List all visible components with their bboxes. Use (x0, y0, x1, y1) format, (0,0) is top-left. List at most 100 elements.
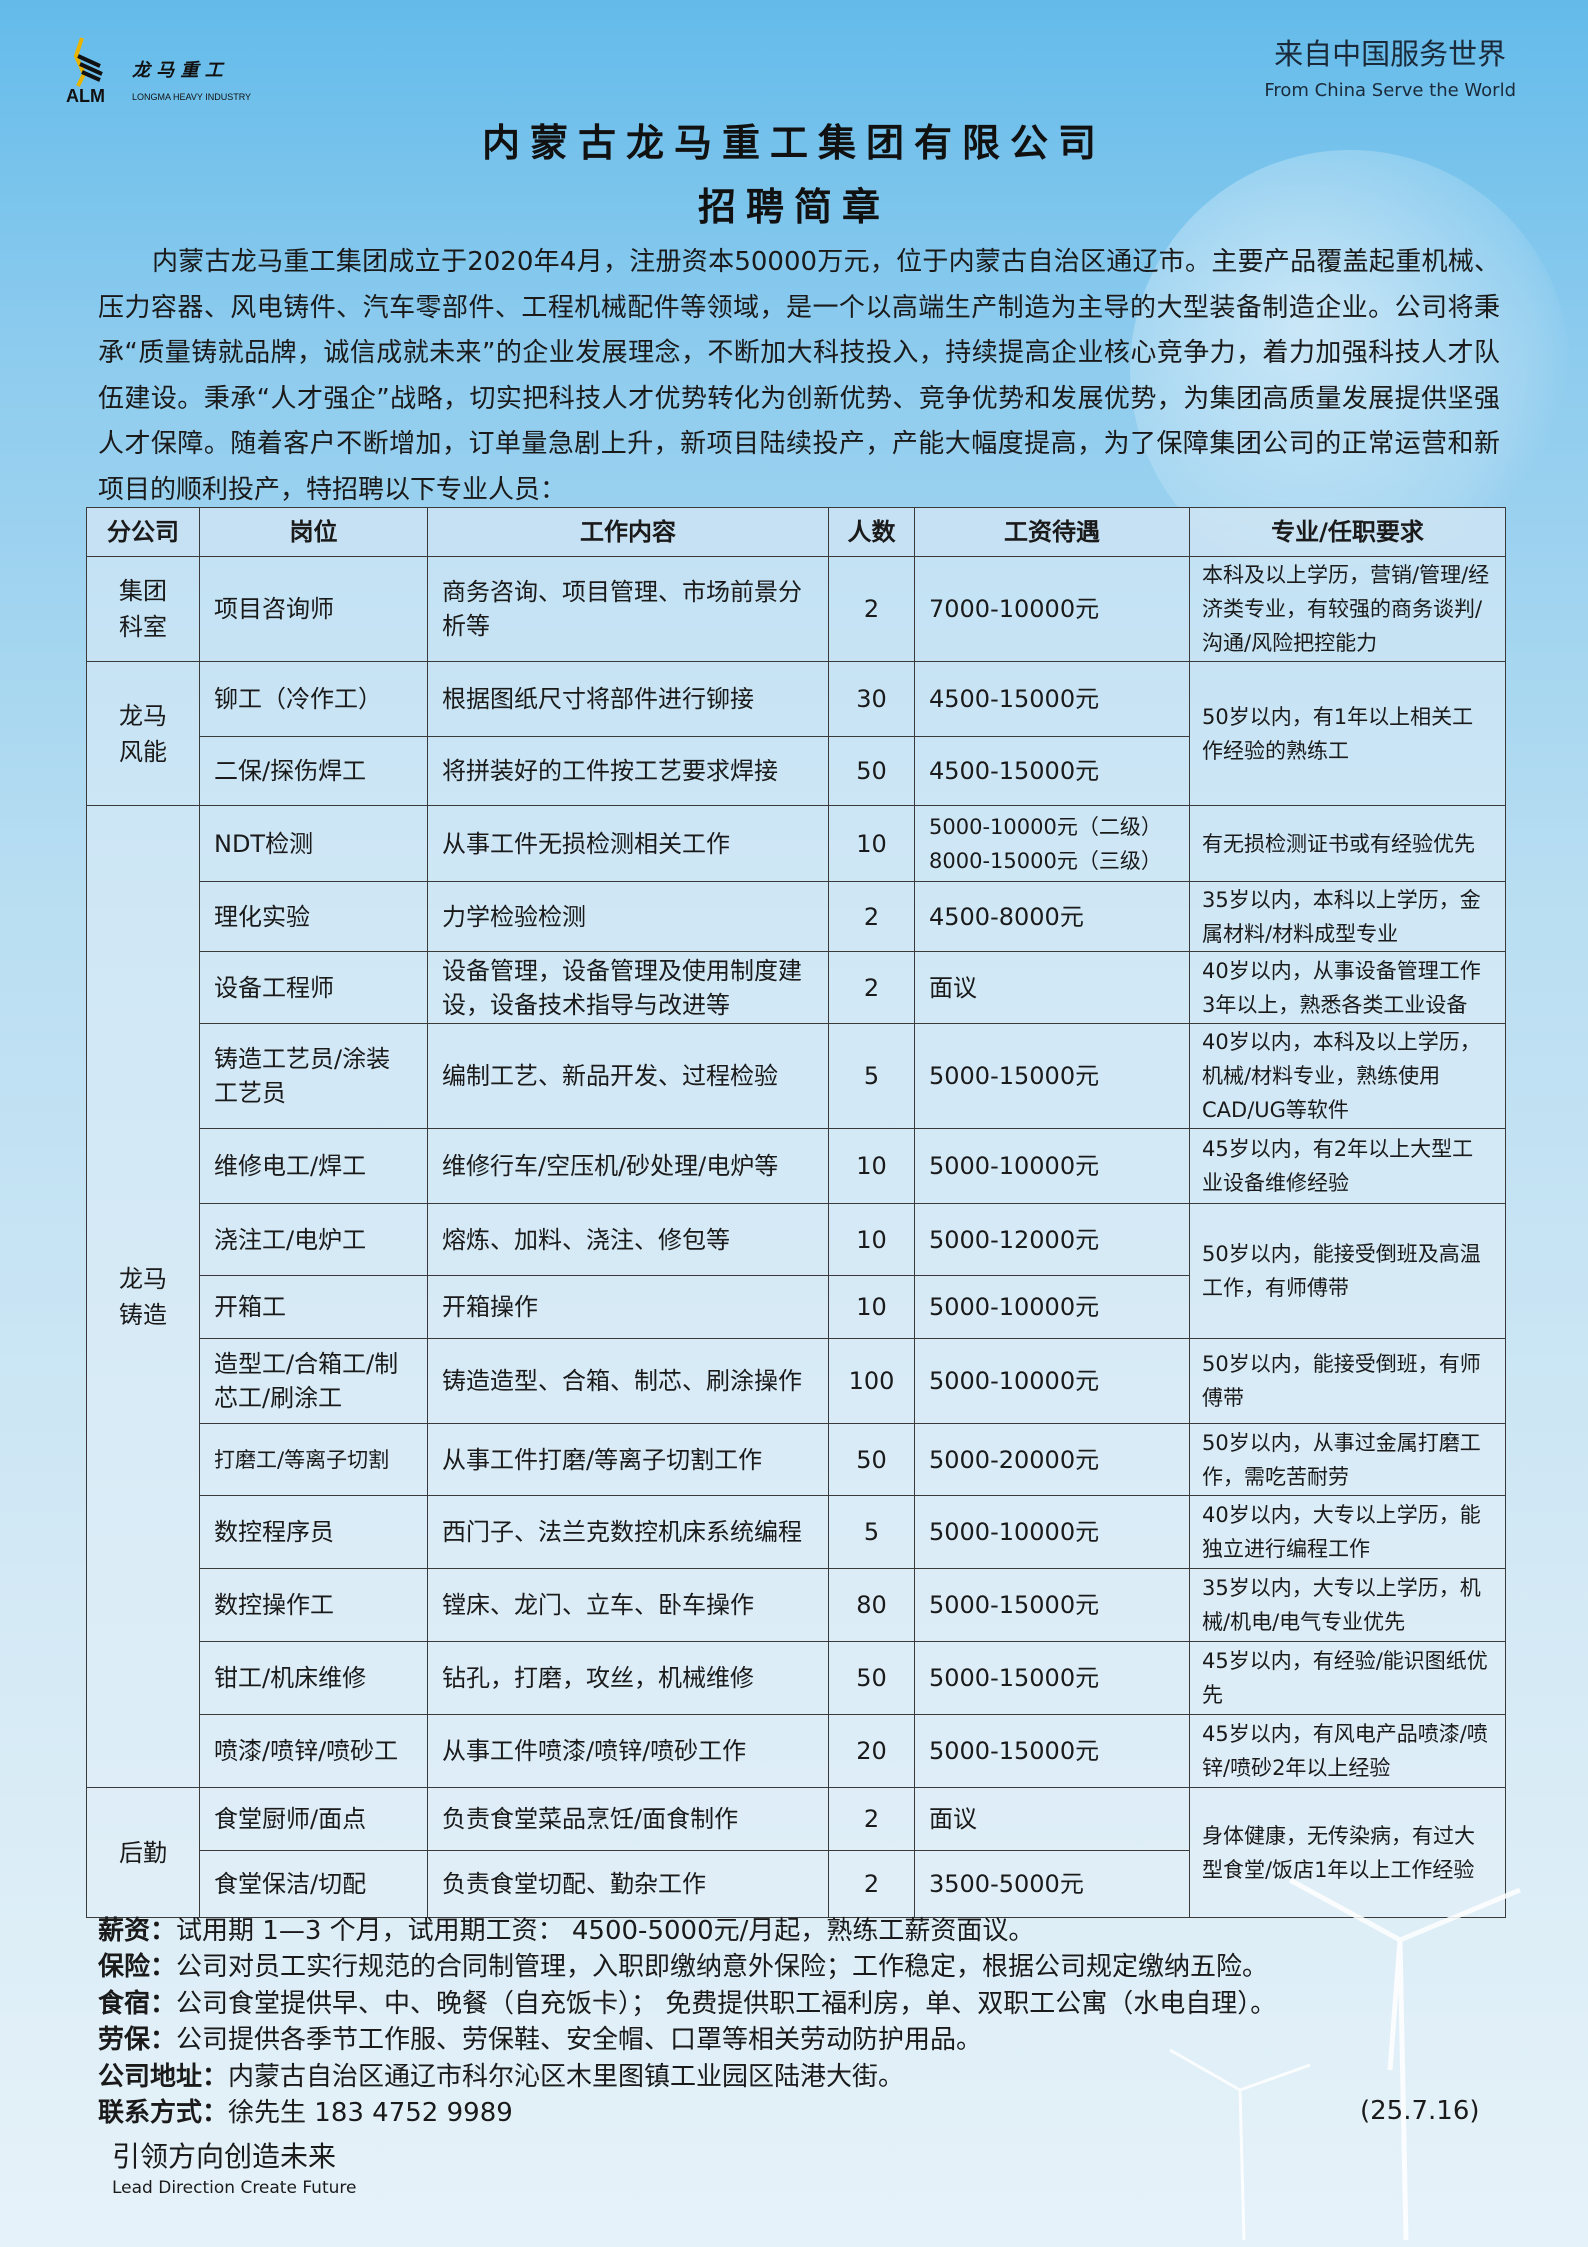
slogan-cn: 来自中国服务世界 (1274, 37, 1507, 71)
requirement-cell: 50岁以内，从事过金属打磨工作，需吃苦耐劳 (1189, 1423, 1506, 1496)
position-cell: 食堂厨师/面点 (199, 1787, 428, 1851)
branch-cell: 集团科室 (86, 556, 200, 662)
svg-text:LONGMA HEAVY INDUSTRY: LONGMA HEAVY INDUSTRY (132, 92, 251, 102)
content-cell: 负责食堂菜品烹饪/面食制作 (427, 1787, 829, 1851)
count-cell: 50 (828, 1423, 915, 1496)
salary-cell: 5000-10000元 (914, 1128, 1190, 1204)
salary-line: 5000-10000元（二级） (929, 814, 1162, 839)
table-row: 开箱工 开箱操作 10 5000-10000元 (87, 1275, 1506, 1339)
count-cell: 80 (828, 1568, 915, 1642)
salary-cell: 5000-15000元 (914, 1641, 1190, 1715)
table-row: 理化实验 力学检验检测 2 4500-8000元 35岁以内，本科以上学历，金属材料/材… (87, 881, 1506, 952)
benefit-line: 联系方式：徐先生 183 4752 9989 (98, 2095, 1276, 2131)
content-cell: 负责食堂切配、勤杂工作 (427, 1850, 829, 1918)
requirement-cell: 35岁以内，大专以上学历，机械/机电/电气专业优先 (1189, 1568, 1506, 1642)
count-cell: 5 (828, 1023, 915, 1129)
content-cell: 铸造造型、合箱、制芯、刷涂操作 (427, 1338, 829, 1424)
table-row: 龙马铸造 NDT检测 从事工件无损检测相关工作 10 5000-10000元（二级） 80… (86, 805, 1506, 1788)
content-cell: 西门子、法兰克数控机床系统编程 (427, 1495, 829, 1569)
table-row: 钳工/机床维修 钻孔，打磨，攻丝，机械维修 50 5000-15000元 45岁以内，有… (87, 1641, 1506, 1715)
benefit-text: 徐先生 183 4752 9989 (228, 2098, 513, 2129)
table-row: 铸造工艺员/涂装工艺员 编制工艺、新品开发、过程检验 5 5000-15000元 40岁… (87, 1023, 1506, 1129)
page-title: 内蒙古龙马重工集团有限公司 (481, 121, 1106, 165)
count-cell: 2 (828, 951, 915, 1024)
intro-paragraph: 内蒙古龙马重工集团成立于2020年4月，注册资本50000万元，位于内蒙古自治区… (98, 247, 1500, 505)
benefit-text: 内蒙古自治区通辽市科尔沁区木里图镇工业园区陆港大街。 (228, 2061, 905, 2092)
table-row: 维修电工/焊工 维修行车/空压机/砂处理/电炉等 10 5000-10000元 45岁以… (87, 1128, 1506, 1204)
benefit-line: 薪资：试用期 1—3 个月，试用期工资： 4500-5000元/月起，熟练工薪资… (98, 1913, 1276, 1949)
benefit-label: 食宿： (98, 1988, 177, 2019)
svg-text:龙 马 重 工: 龙 马 重 工 (132, 60, 225, 81)
salary-cell: 面议 (914, 951, 1190, 1024)
benefit-label: 薪资： (98, 1916, 177, 1946)
position-cell: 打磨工/等离子切割 (199, 1423, 428, 1496)
table-row: 集团科室 项目咨询师 商务咨询、项目管理、市场前景分析等 2 7000-10000元 本科… (86, 556, 1506, 662)
count-cell: 10 (828, 1203, 915, 1276)
count-cell: 10 (828, 805, 915, 882)
table-row: 设备工程师 设备管理，设备管理及使用制度建设，设备技术指导与改进等 2 面议 40岁以内… (87, 951, 1506, 1024)
table-row: 数控操作工 镗床、龙门、立车、卧车操作 80 5000-15000元 35岁以内，大专以… (87, 1568, 1506, 1642)
salary-cell: 面议 (914, 1787, 1190, 1851)
company-logo: ALM 龙 马 重 工 LONGMA HEAVY INDUSTRY (62, 36, 262, 106)
content-cell: 钻孔，打磨，攻丝，机械维修 (427, 1641, 829, 1715)
table-row: 后勤 食堂厨师/面点 负责食堂菜品烹饪/面食制作 2 面议 身体健康，无传染病，有过大型食… (86, 1787, 1506, 1918)
benefit-text: 公司食堂提供早、中、晚餐（自充饭卡）； 免费提供职工福利房，单、双职工公寓（水电… (176, 1988, 1277, 2019)
position-cell: 铸造工艺员/涂装工艺员 (199, 1023, 428, 1129)
benefit-text: 公司提供各季节工作服、劳保鞋、安全帽、口罩等相关劳动防护用品。 (176, 2025, 983, 2056)
benefit-label: 联系方式： (98, 2098, 229, 2129)
position-cell: 设备工程师 (199, 951, 428, 1024)
content-cell: 力学检验检测 (427, 881, 829, 952)
position-cell: 喷漆/喷锌/喷砂工 (199, 1714, 428, 1788)
salary-cell: 7000-10000元 (914, 556, 1190, 662)
requirement-cell: 50岁以内，能接受倒班，有师傅带 (1189, 1338, 1506, 1424)
content-cell: 根据图纸尺寸将部件进行铆接 (427, 661, 829, 737)
position-cell: 开箱工 (199, 1275, 428, 1339)
count-cell: 50 (828, 736, 915, 806)
table-row: 数控程序员 西门子、法兰克数控机床系统编程 5 5000-10000元 40岁以内，大专… (87, 1495, 1506, 1569)
salary-cell: 5000-10000元 (914, 1338, 1190, 1424)
requirement-cell: 本科及以上学历，营销/管理/经济类专业，有较强的商务谈判/沟通/风险把控能力 (1189, 556, 1506, 662)
header-count: 人数 (828, 507, 915, 557)
table-row: 浇注工/电炉工 熔炼、加料、浇注、修包等 10 5000-12000元 50岁以内，能接… (87, 1203, 1506, 1339)
salary-cell: 5000-10000元 (914, 1495, 1190, 1569)
branch-cell: 龙马风能 (86, 661, 200, 806)
benefit-line: 劳保：公司提供各季节工作服、劳保鞋、安全帽、口罩等相关劳动防护用品。 (98, 2022, 1276, 2058)
content-cell: 镗床、龙门、立车、卧车操作 (427, 1568, 829, 1642)
header-salary: 工资待遇 (914, 507, 1190, 557)
benefit-label: 公司地址： (98, 2061, 229, 2092)
benefit-line: 保险：公司对员工实行规范的合同制管理，入职即缴纳意外保险；工作稳定，根据公司规定… (98, 1949, 1276, 1985)
salary-cell: 5000-15000元 (914, 1714, 1190, 1788)
header-content: 工作内容 (427, 507, 829, 557)
content-cell: 从事工件打磨/等离子切割工作 (427, 1423, 829, 1496)
benefit-text: 公司对员工实行规范的合同制管理，入职即缴纳意外保险；工作稳定，根据公司规定缴纳五… (176, 1952, 1269, 1983)
position-cell: 维修电工/焊工 (199, 1128, 428, 1204)
benefit-line: 公司地址：内蒙古自治区通辽市科尔沁区木里图镇工业园区陆港大街。 (98, 2059, 1276, 2095)
content-cell: 商务咨询、项目管理、市场前景分析等 (427, 556, 829, 662)
content-cell: 熔炼、加料、浇注、修包等 (427, 1203, 829, 1276)
page-subtitle: 招聘简章 (697, 185, 890, 229)
count-cell: 20 (828, 1714, 915, 1788)
table-row: 喷漆/喷锌/喷砂工 从事工件喷漆/喷锌/喷砂工作 20 5000-15000元 45岁以… (87, 1714, 1506, 1788)
date: (25.7.16) (1360, 2096, 1480, 2126)
benefit-label: 保险： (98, 1952, 177, 1983)
content-cell: 将拼装好的工件按工艺要求焊接 (427, 736, 829, 806)
salary-cell: 5000-20000元 (914, 1423, 1190, 1496)
footer-slogan-cn: 引领方向创造未来 (112, 2140, 337, 2173)
content-cell: 设备管理，设备管理及使用制度建设，设备技术指导与改进等 (427, 951, 829, 1024)
salary-cell: 5000-12000元 (914, 1203, 1190, 1276)
requirement-cell: 40岁以内，大专以上学历，能独立进行编程工作 (1189, 1495, 1506, 1569)
requirement-cell: 有无损检测证书或有经验优先 (1189, 805, 1506, 882)
position-cell: 数控程序员 (199, 1495, 428, 1569)
position-cell: 造型工/合箱工/制芯工/刷涂工 (199, 1338, 428, 1424)
salary-cell: 4500-8000元 (914, 881, 1190, 952)
position-cell: 理化实验 (199, 881, 428, 952)
position-cell: 浇注工/电炉工 (199, 1203, 428, 1276)
table-row: 造型工/合箱工/制芯工/刷涂工 铸造造型、合箱、制芯、刷涂操作 100 5000-10… (87, 1338, 1506, 1424)
salary-cell: 4500-15000元 (914, 661, 1190, 737)
count-cell: 30 (828, 661, 915, 737)
count-cell: 2 (828, 1787, 915, 1851)
table-row: 食堂保洁/切配 负责食堂切配、勤杂工作 2 3500-5000元 (87, 1850, 1506, 1918)
table-row: 打磨工/等离子切割 从事工件打磨/等离子切割工作 50 5000-20000元 50岁以… (87, 1423, 1506, 1496)
wind-turbine-decoration (1169, 1877, 1521, 2240)
requirement-cell: 40岁以内，本科及以上学历，机械/材料专业，熟练使用CAD/UG等软件 (1189, 1023, 1506, 1129)
